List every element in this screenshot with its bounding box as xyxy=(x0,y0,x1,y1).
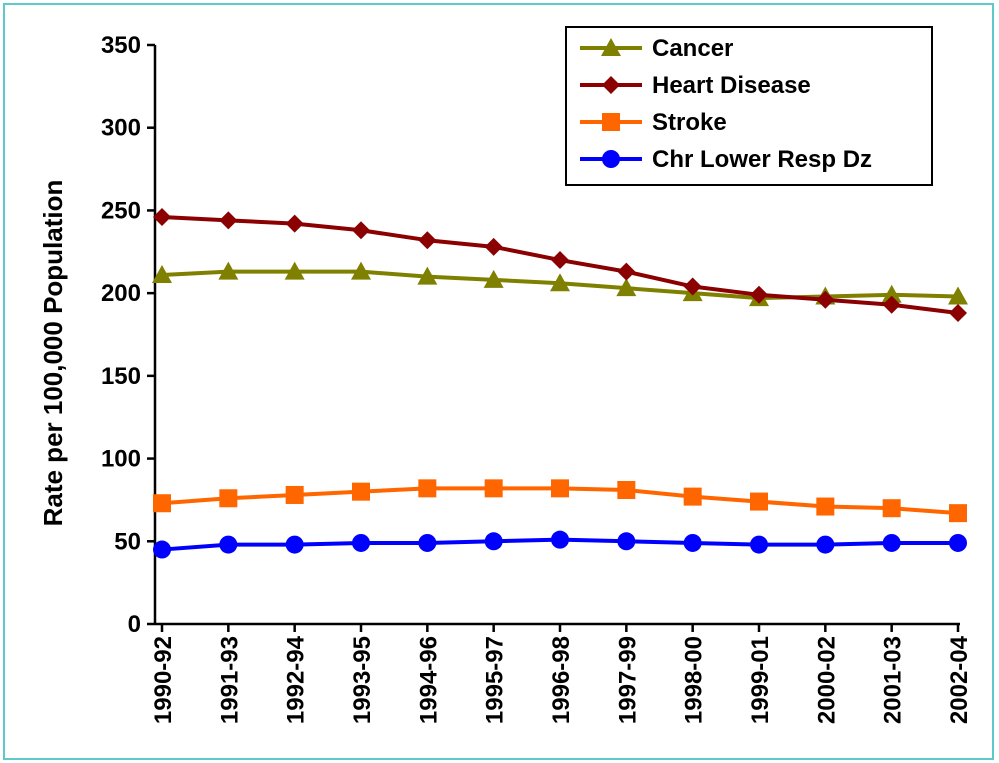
data-point-cancer xyxy=(483,269,504,288)
data-point-chr-lower-resp-dz xyxy=(418,533,437,552)
y-tick-label: 200 xyxy=(101,280,141,307)
legend-marker-stroke xyxy=(602,113,620,131)
data-point-cancer xyxy=(284,261,305,280)
x-tick-label: 1997-99 xyxy=(614,636,641,724)
data-point-cancer xyxy=(616,278,637,297)
legend-marker-heart-disease xyxy=(602,76,620,94)
x-tick-label: 1995-97 xyxy=(482,636,509,724)
data-point-stroke xyxy=(285,485,304,504)
data-point-heart-disease xyxy=(617,262,636,281)
x-tick-label: 2000-02 xyxy=(813,636,840,724)
x-tick-label: 1993-95 xyxy=(349,636,376,724)
data-point-heart-disease xyxy=(418,231,437,250)
y-tick-label: 0 xyxy=(128,611,141,638)
data-point-heart-disease xyxy=(683,277,702,296)
data-point-heart-disease xyxy=(949,303,967,322)
data-point-cancer xyxy=(948,286,968,305)
data-point-stroke xyxy=(750,492,768,511)
legend-label-cancer: Cancer xyxy=(652,35,733,62)
data-point-stroke xyxy=(816,497,835,516)
data-point-cancer xyxy=(881,284,902,303)
legend: Cancer Heart Disease Stroke Chr Lower Resp … xyxy=(565,26,933,186)
data-point-cancer xyxy=(351,261,371,280)
data-point-heart-disease xyxy=(153,208,171,227)
legend-marker-chr-lower-resp-dz xyxy=(602,150,620,168)
x-tick-label: 1991-93 xyxy=(216,636,243,724)
x-axis-ticks: 1990-92 1991-93 1992-94 1993-95 1994-96 1995-… xyxy=(150,624,973,724)
data-point-cancer xyxy=(550,273,570,292)
x-tick-label: 2002-04 xyxy=(946,635,973,724)
data-point-chr-lower-resp-dz xyxy=(153,540,171,559)
data-point-cancer xyxy=(218,261,239,280)
legend-label-stroke: Stroke xyxy=(652,109,727,136)
x-tick-label: 1996-98 xyxy=(548,636,575,724)
data-point-chr-lower-resp-dz xyxy=(816,535,835,554)
data-point-chr-lower-resp-dz xyxy=(219,535,238,554)
data-point-heart-disease xyxy=(352,221,370,240)
data-point-chr-lower-resp-dz xyxy=(551,530,569,549)
data-point-stroke xyxy=(219,489,238,508)
y-tick-label: 50 xyxy=(114,528,141,555)
x-tick-label: 1998-00 xyxy=(681,636,708,724)
data-point-chr-lower-resp-dz xyxy=(484,532,503,551)
data-point-heart-disease xyxy=(816,290,835,309)
data-point-stroke xyxy=(484,479,503,498)
legend-label-heart-disease: Heart Disease xyxy=(652,72,811,99)
data-point-chr-lower-resp-dz xyxy=(352,533,370,552)
series-layer xyxy=(152,208,968,559)
y-axis-label-group: Rate per 100,000 Population xyxy=(38,180,68,527)
data-point-heart-disease xyxy=(219,211,238,230)
series-heart-disease xyxy=(153,208,967,322)
data-point-heart-disease xyxy=(882,295,901,314)
x-tick-label: 1990-92 xyxy=(150,636,177,724)
data-point-stroke xyxy=(352,482,370,501)
data-point-chr-lower-resp-dz xyxy=(617,532,636,551)
data-point-cancer xyxy=(152,264,172,283)
series-chr-lower-resp-dz xyxy=(153,530,967,559)
y-axis-ticks: 0 50 100 150 200 250 300 350 xyxy=(101,32,155,638)
data-point-chr-lower-resp-dz xyxy=(750,535,768,554)
data-point-stroke xyxy=(418,479,437,498)
y-tick-label: 150 xyxy=(101,363,141,390)
y-tick-label: 350 xyxy=(101,32,141,59)
data-point-chr-lower-resp-dz xyxy=(882,533,901,552)
y-tick-label: 100 xyxy=(101,446,141,473)
data-point-stroke xyxy=(882,499,901,518)
x-tick-label: 1999-01 xyxy=(747,636,774,724)
data-point-stroke xyxy=(617,481,636,500)
legend-marker-cancer xyxy=(601,38,621,56)
data-point-chr-lower-resp-dz xyxy=(949,533,967,552)
data-point-stroke xyxy=(153,494,171,513)
data-point-heart-disease xyxy=(750,285,768,304)
data-point-heart-disease xyxy=(551,251,569,270)
y-tick-label: 300 xyxy=(101,115,141,142)
data-point-chr-lower-resp-dz xyxy=(683,533,702,552)
data-point-stroke xyxy=(683,487,702,506)
y-axis-label: Rate per 100,000 Population xyxy=(38,180,68,527)
data-point-heart-disease xyxy=(484,237,503,256)
data-point-cancer xyxy=(417,266,438,285)
data-point-stroke xyxy=(551,479,569,498)
x-tick-label: 2001-03 xyxy=(880,636,907,724)
series-stroke xyxy=(153,479,967,523)
legend-label-chr-lower-resp-dz: Chr Lower Resp Dz xyxy=(652,146,872,173)
data-point-stroke xyxy=(949,504,967,523)
y-tick-label: 250 xyxy=(101,197,141,224)
x-tick-label: 1992-94 xyxy=(283,635,310,724)
data-point-chr-lower-resp-dz xyxy=(285,535,304,554)
x-tick-label: 1994-96 xyxy=(415,636,442,724)
data-point-heart-disease xyxy=(285,214,304,233)
